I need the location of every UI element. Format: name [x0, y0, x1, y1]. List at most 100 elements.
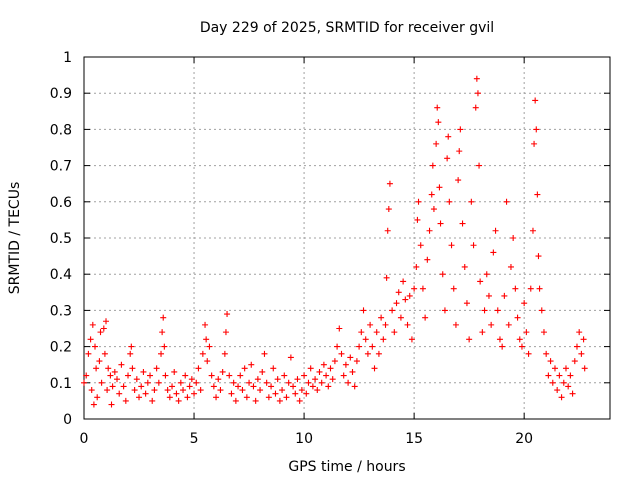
data-point [180, 387, 187, 394]
data-point [127, 350, 134, 357]
data-point [290, 383, 297, 390]
data-point [158, 350, 165, 357]
data-point [485, 292, 492, 299]
data-point [428, 191, 435, 198]
data-point [446, 198, 453, 205]
data-point [257, 387, 264, 394]
data-point [371, 365, 378, 372]
data-point [193, 379, 200, 386]
data-point [221, 350, 228, 357]
data-point [138, 383, 145, 390]
data-point [318, 379, 325, 386]
data-points [81, 75, 588, 408]
data-point [230, 379, 237, 386]
data-point [463, 300, 470, 307]
data-point [450, 285, 457, 292]
data-point [265, 394, 272, 401]
data-point [477, 278, 484, 285]
data-point [457, 126, 464, 133]
data-point [523, 329, 530, 336]
data-point [90, 401, 97, 408]
data-point [441, 307, 448, 314]
data-point [268, 383, 275, 390]
data-point [540, 329, 547, 336]
data-point [314, 387, 321, 394]
data-point [88, 387, 95, 394]
data-point [101, 350, 108, 357]
data-point [347, 354, 354, 361]
data-point [298, 387, 305, 394]
data-point [122, 397, 129, 404]
data-point [159, 329, 166, 336]
data-point [226, 372, 233, 379]
data-point [336, 325, 343, 332]
data-point [285, 379, 292, 386]
data-point [250, 383, 257, 390]
data-point [436, 184, 443, 191]
data-point [558, 394, 565, 401]
x-axis-label: GPS time / hours [288, 459, 405, 475]
data-point [499, 343, 506, 350]
data-point [329, 376, 336, 383]
y-tick-label: 0.7 [50, 159, 72, 175]
data-point [349, 368, 356, 375]
data-point [129, 365, 136, 372]
data-point [385, 206, 392, 213]
data-point [325, 383, 332, 390]
data-point [472, 104, 479, 111]
data-point [164, 387, 171, 394]
data-point [204, 358, 211, 365]
data-point [367, 321, 374, 328]
data-point [534, 191, 541, 198]
data-point [305, 379, 312, 386]
data-point [323, 372, 330, 379]
data-point [474, 90, 481, 97]
data-point [173, 390, 180, 397]
data-point [514, 314, 521, 321]
data-point [327, 365, 334, 372]
y-tick-label: 0.5 [50, 231, 72, 247]
axis-ticks [83, 56, 610, 420]
data-point [208, 372, 215, 379]
data-point [492, 227, 499, 234]
data-point [237, 372, 244, 379]
data-point [452, 321, 459, 328]
grid-lines [84, 57, 610, 419]
data-point [439, 271, 446, 278]
data-point [345, 379, 352, 386]
chart-title: Day 229 of 2025, SRMTID for receiver gvi… [200, 20, 494, 36]
data-point [312, 376, 319, 383]
data-point [430, 206, 437, 213]
data-point [107, 372, 114, 379]
data-point [543, 350, 550, 357]
data-point [397, 314, 404, 321]
data-point [415, 198, 422, 205]
data-point [182, 372, 189, 379]
data-point [364, 350, 371, 357]
data-point [334, 343, 341, 350]
data-point [191, 390, 198, 397]
data-point [155, 379, 162, 386]
data-point [501, 292, 508, 299]
data-point [281, 372, 288, 379]
data-point [241, 365, 248, 372]
data-point [296, 397, 303, 404]
data-point [111, 368, 118, 375]
x-tick-labels: 0 5 10 15 20 [80, 431, 534, 447]
data-point [417, 242, 424, 249]
data-point [206, 343, 213, 350]
data-point [272, 390, 279, 397]
data-point [309, 383, 316, 390]
data-point [395, 289, 402, 296]
y-tick-label: 0.2 [50, 340, 72, 356]
data-point [96, 358, 103, 365]
data-point [140, 368, 147, 375]
data-point [573, 343, 580, 350]
data-point [294, 376, 301, 383]
y-axis-label: SRMTID / TECUs [7, 182, 23, 295]
data-point [133, 376, 140, 383]
y-tick-label: 0.6 [50, 195, 72, 211]
y-tick-label: 0 [63, 412, 72, 428]
data-point [391, 329, 398, 336]
